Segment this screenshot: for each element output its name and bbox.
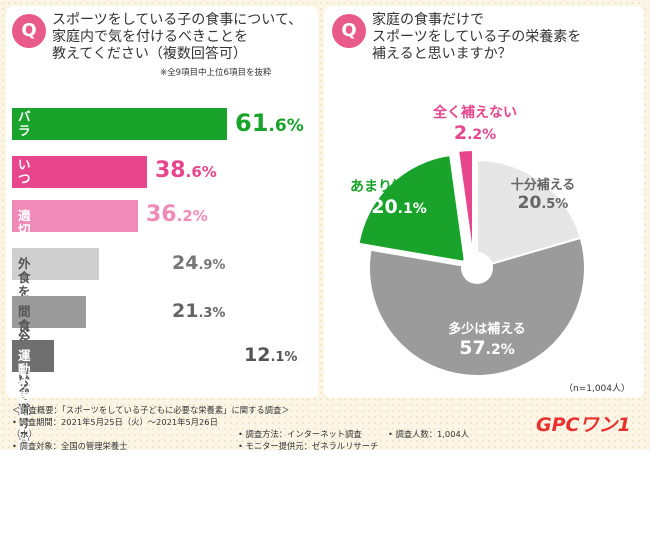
- q1-title: スポーツをしている子の食事について、 家庭内で気を付けるべきことを 教えてくださ…: [52, 12, 314, 63]
- pie-label-not-at-all-name: 全く補えない: [433, 105, 517, 121]
- q2-line2: スポーツをしている子の栄養素を: [372, 29, 582, 45]
- pie-label-not-much: あまり補えない 20.1%: [334, 176, 464, 218]
- q2-line1: 家庭の食事だけで: [372, 12, 484, 28]
- pie-label-sufficient-value: 20.5%: [517, 193, 569, 213]
- pie-center-hole: [461, 252, 493, 284]
- q1-line3: 教えてください（複数回答可）: [52, 46, 247, 62]
- survey-target: • 調査対象：全国の管理栄養士: [12, 441, 128, 451]
- bar-value: 21.3%: [172, 300, 226, 323]
- question-icon-2-letter: Q: [341, 20, 357, 41]
- q2-title: 家庭の食事だけで スポーツをしている子の栄養素を 補えると思いますか？: [372, 12, 640, 63]
- question-icon-letter: Q: [21, 20, 37, 41]
- pie-slice: [476, 158, 582, 270]
- survey-period: • 調査期間：2021年5月25日（火）～2021年5月26日（水）: [12, 417, 218, 439]
- bar-fill: [12, 296, 86, 328]
- pie-label-not-much-name: あまり補えない: [350, 179, 448, 195]
- pie-label-somewhat: 多少は補える 57.2%: [432, 318, 542, 359]
- bar-fill: [12, 340, 54, 372]
- pie-slice: [357, 153, 467, 264]
- bar-fill: [12, 200, 138, 232]
- bar-value: 38.6%: [155, 158, 217, 184]
- q1-line1: スポーツをしている子の食事について、: [52, 12, 303, 28]
- pie-label-not-at-all-value: 2.2%: [453, 122, 497, 144]
- pie-label-somewhat-name: 多少は補える: [448, 322, 526, 337]
- q1-note: ※全9項目中上位6項目を抜粋: [160, 68, 272, 78]
- pie-label-sufficient: 十分補える 20.5%: [498, 174, 588, 213]
- pie-label-somewhat-value: 57.2%: [459, 337, 515, 359]
- survey-provider: • モニター提供元：ゼネラルリサーチ: [238, 441, 379, 451]
- gpc-logo: GPCワン1: [536, 414, 631, 436]
- question-icon-2: Q: [332, 14, 366, 48]
- survey-row-1: • 調査期間：2021年5月25日（火）～2021年5月26日（水） • 調査方法…: [12, 416, 469, 440]
- survey-count: • 調査人数：1,004人: [388, 429, 470, 439]
- bar-value: 12.1%: [244, 344, 298, 367]
- bar-fill: [12, 156, 147, 188]
- bar-value: 61.6%: [235, 109, 304, 138]
- pie-chart: [357, 148, 586, 377]
- pie-label-not-much-value: 20.1%: [371, 196, 427, 218]
- infographic: Q スポーツをしている子の食事について、 家庭内で気を付けるべきことを 教えてく…: [0, 0, 650, 452]
- pie-label-sufficient-name: 十分補える: [510, 178, 576, 193]
- survey-method: • 調査方法：インターネット調査: [238, 429, 362, 439]
- pie-slice: [368, 236, 586, 377]
- pie-label-not-at-all: 全く補えない 2.2%: [410, 102, 540, 144]
- bar-fill: [12, 108, 227, 140]
- question-icon: Q: [12, 14, 46, 48]
- bar-value: 36.2%: [146, 202, 208, 228]
- survey-title: ＜調査概要：「スポーツをしている子どもに必要な栄養素」に関する調査＞: [12, 405, 290, 415]
- pie-slice: [456, 148, 474, 259]
- q2-line3: 補えると思いますか？: [372, 46, 512, 62]
- bar-value: 24.9%: [172, 252, 226, 275]
- survey-summary: ＜調査概要：「スポーツをしている子どもに必要な栄養素」に関する調査＞ • 調査期…: [12, 404, 469, 452]
- bar-fill: [12, 248, 99, 280]
- q1-line2: 家庭内で気を付けるべきことを: [52, 29, 248, 45]
- sample-size: （n=1,004人）: [564, 384, 631, 394]
- survey-row-2: • 調査対象：全国の管理栄養士 • モニター提供元：ゼネラルリサーチ: [12, 440, 469, 452]
